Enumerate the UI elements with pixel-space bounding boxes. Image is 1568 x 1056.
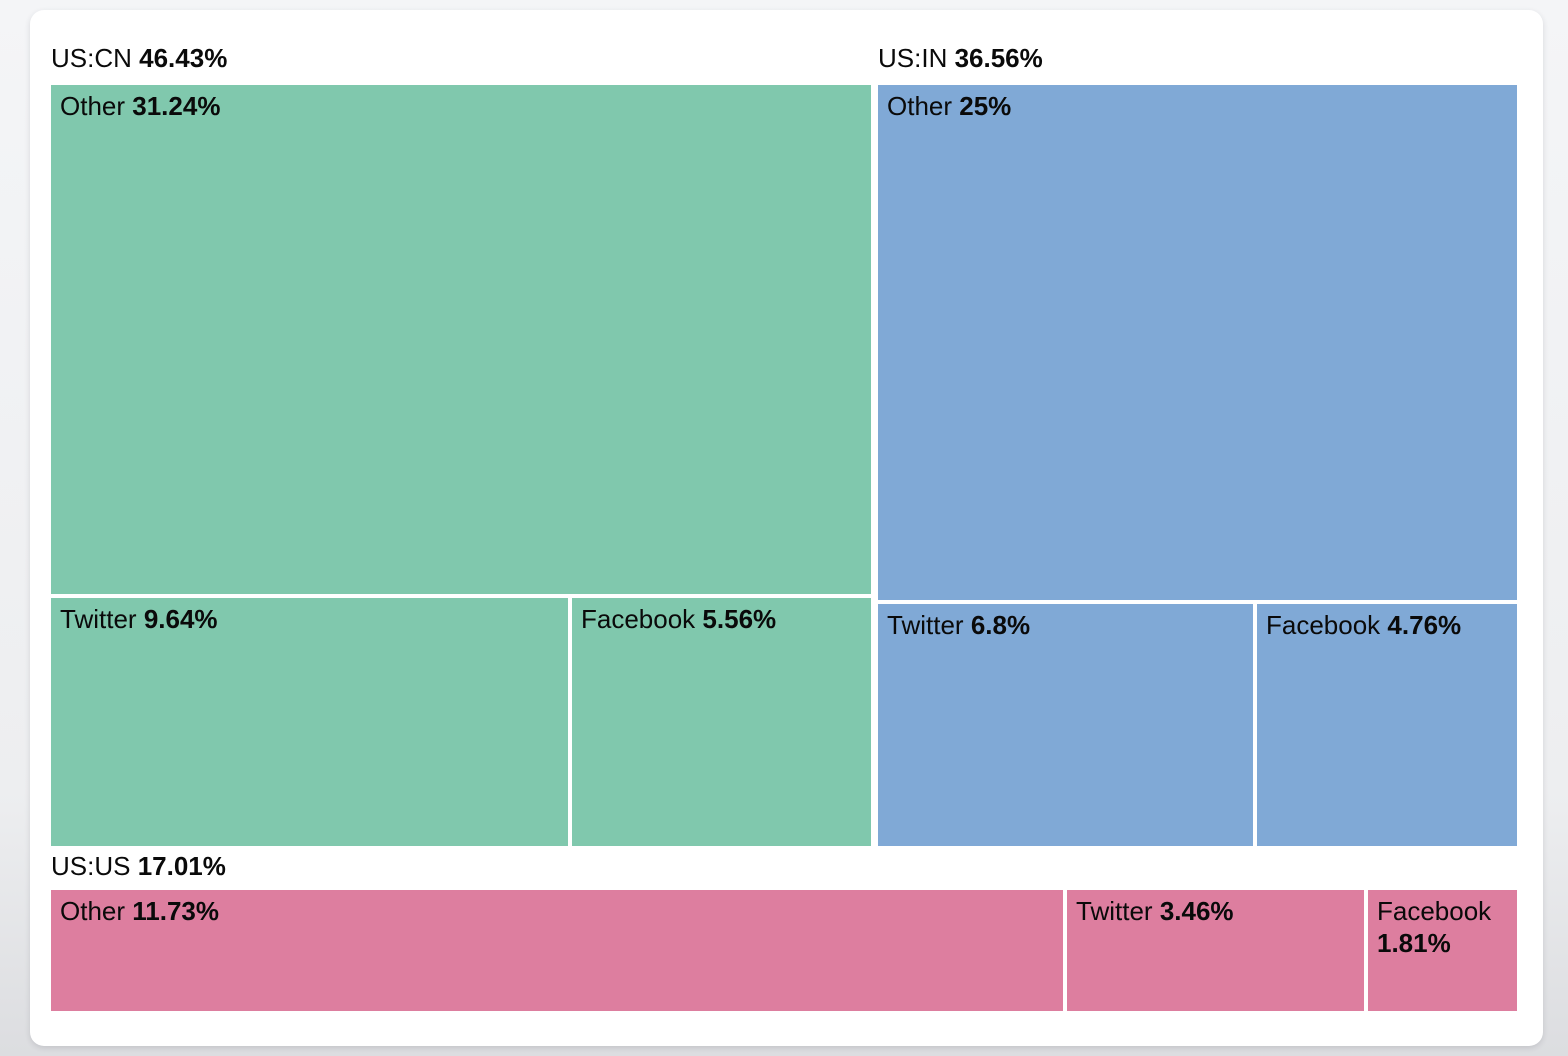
group-value: 36.56% [954,43,1043,73]
cell-name: Facebook [1266,610,1381,640]
treemap-cell-us-cn-twitter[interactable]: Twitter 9.64% [51,598,568,846]
treemap-cell-us-us-other[interactable]: Other 11.73% [51,890,1063,1011]
group-name: US:IN [878,43,948,73]
cell-name: Facebook [581,604,696,634]
cell-name: Other [60,896,126,926]
cell-value: 1.81% [1377,928,1451,958]
treemap-cell-us-cn-other[interactable]: Other 31.24% [51,85,871,594]
cell-value: 11.73% [132,896,220,926]
cell-value: 25% [959,91,1012,121]
group-name: US:US [51,851,131,881]
cell-value: 31.24% [132,91,221,121]
treemap-cell-us-in-twitter[interactable]: Twitter 6.8% [878,604,1253,846]
treemap-cell-us-us-facebook[interactable]: Facebook 1.81% [1368,890,1517,1011]
group-label-us-us: US:US 17.01% [51,850,226,882]
cell-name: Other [60,91,126,121]
group-label-us-in: US:IN 36.56% [878,42,1043,74]
cell-name: Facebook [1377,896,1492,926]
cell-value: 9.64% [143,604,218,634]
group-label-us-cn: US:CN 46.43% [51,42,227,74]
treemap-cell-us-in-facebook[interactable]: Facebook 4.76% [1257,604,1517,846]
group-name: US:CN [51,43,132,73]
cell-value: 5.56% [702,604,777,634]
treemap-cell-us-us-twitter[interactable]: Twitter 3.46% [1067,890,1364,1011]
cell-value: 6.8% [970,610,1031,640]
cell-value: 3.46% [1159,896,1234,926]
cell-name: Twitter [60,604,137,634]
cell-name: Other [887,91,953,121]
group-value: 46.43% [139,43,228,73]
treemap-cell-us-in-other[interactable]: Other 25% [878,85,1517,600]
cell-value: 4.76% [1387,610,1462,640]
treemap-cell-us-cn-facebook[interactable]: Facebook 5.56% [572,598,871,846]
cell-name: Twitter [887,610,964,640]
cell-name: Twitter [1076,896,1153,926]
group-value: 17.01% [137,851,226,881]
